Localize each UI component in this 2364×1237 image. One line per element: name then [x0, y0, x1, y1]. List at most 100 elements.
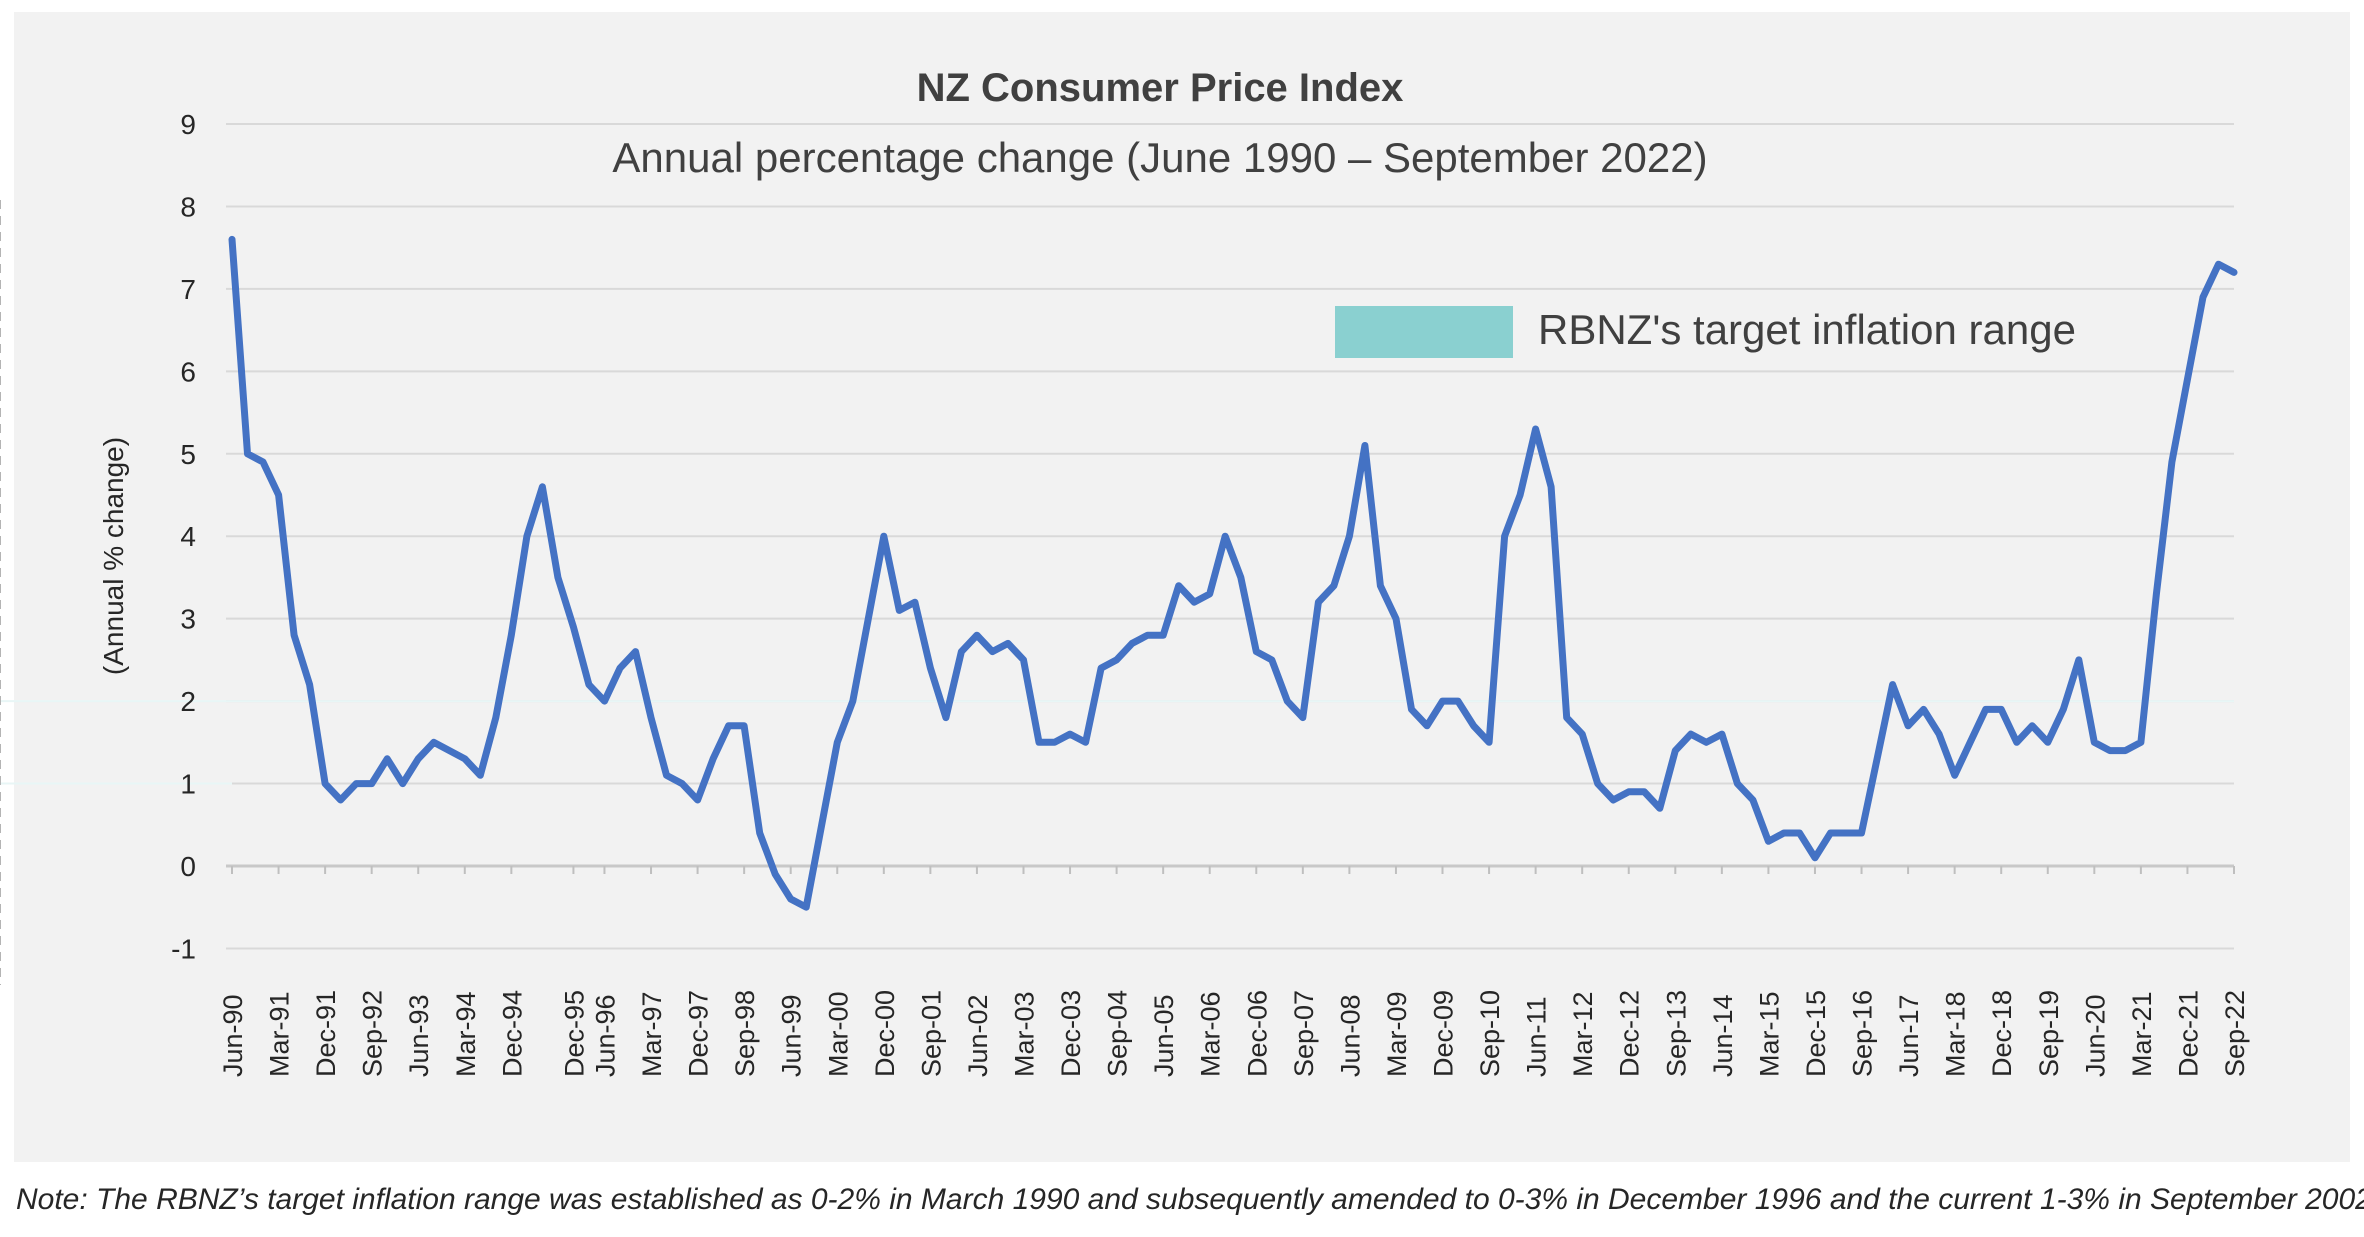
x-tick-label: Sep-07 [1289, 990, 1319, 1077]
data-point [1068, 732, 1072, 736]
x-tick-label: Sep-19 [2034, 990, 2064, 1077]
data-point [1503, 534, 1507, 538]
data-point [261, 460, 265, 464]
data-point [820, 823, 824, 827]
data-point [1720, 732, 1724, 736]
data-point [1441, 699, 1445, 703]
data-point [1875, 757, 1879, 761]
data-point [851, 699, 855, 703]
data-point [587, 683, 591, 687]
data-point [1689, 732, 1693, 736]
data-point [1549, 485, 1553, 489]
data-point [928, 666, 932, 670]
y-tick-label: 5 [180, 439, 196, 470]
data-point [1968, 740, 1972, 744]
data-point [1239, 575, 1243, 579]
data-point [1347, 534, 1351, 538]
y-tick-label: 6 [180, 356, 196, 387]
x-tick-label: Mar-21 [2127, 991, 2157, 1077]
data-point [2030, 724, 2034, 728]
data-point [1735, 782, 1739, 786]
data-point [1704, 740, 1708, 744]
data-point [292, 633, 296, 637]
y-tick-label: 2 [180, 686, 196, 717]
data-point [1099, 666, 1103, 670]
x-tick-label: Mar-06 [1196, 991, 1226, 1077]
data-point [1906, 724, 1910, 728]
x-tick-label: Jun-20 [2080, 994, 2110, 1077]
y-tick-label: 0 [180, 851, 196, 882]
x-tick-label: Sep-92 [358, 990, 388, 1077]
x-tick-label: Jun-96 [590, 994, 620, 1077]
data-point [2015, 740, 2019, 744]
x-tick-label: Mar-03 [1009, 991, 1039, 1077]
x-tick-label: Jun-14 [1708, 994, 1738, 1077]
x-tick-label: Jun-05 [1149, 994, 1179, 1077]
axes: -1 0 1 2 3 4 5 6 7 8 9 Jun-90 Mar-91 Dec-91 Sep-92 Jun-… [171, 109, 2250, 1077]
data-point [1084, 740, 1088, 744]
gridlines [226, 123, 2234, 950]
x-tick-label: Dec-97 [684, 990, 714, 1077]
data-point [1611, 798, 1615, 802]
data-point [1472, 724, 1476, 728]
data-point [556, 575, 560, 579]
data-point [727, 724, 731, 728]
y-tick-label: 4 [180, 521, 196, 552]
data-point [1984, 707, 1988, 711]
data-point [959, 650, 963, 654]
data-point [2139, 740, 2143, 744]
data-point [1223, 534, 1227, 538]
data-point [696, 798, 700, 802]
x-tick-label: Dec-06 [1242, 990, 1272, 1077]
data-point [1782, 831, 1786, 835]
x-tick-label: Mar-18 [1941, 991, 1971, 1077]
data-point [1844, 831, 1848, 835]
x-tick-label: Dec-94 [497, 990, 527, 1077]
x-tick-label: Jun-17 [1894, 994, 1924, 1077]
data-point [1627, 790, 1631, 794]
data-point [1115, 658, 1119, 662]
data-point [882, 534, 886, 538]
y-tick-label: 9 [180, 109, 196, 140]
data-point [1409, 707, 1413, 711]
data-point [478, 773, 482, 777]
data-point [1130, 641, 1134, 645]
data-point [2170, 460, 2174, 464]
data-point [1363, 444, 1367, 448]
x-tick-label: Mar-09 [1382, 991, 1412, 1077]
data-point [2077, 658, 2081, 662]
data-point [711, 757, 715, 761]
x-tick-label: Dec-00 [870, 990, 900, 1077]
x-tick-label: Sep-01 [916, 990, 946, 1077]
data-point [1766, 839, 1770, 843]
data-point [1394, 617, 1398, 621]
data-point [866, 617, 870, 621]
data-point [525, 534, 529, 538]
data-point [773, 872, 777, 876]
data-point [494, 716, 498, 720]
x-tick-label: Jun-90 [218, 994, 248, 1077]
cpi-chart: -1 0 1 2 3 4 5 6 7 8 9 Jun-90 Mar-91 Dec-91 Sep-92 Jun-… [0, 66, 2250, 1077]
chart-subtitle: Annual percentage change (June 1990 – Se… [612, 134, 1707, 181]
y-tick-label: 8 [180, 191, 196, 222]
data-point [1999, 707, 2003, 711]
data-point [2108, 749, 2112, 753]
data-point [1177, 584, 1181, 588]
data-point [1953, 773, 1957, 777]
data-point [990, 650, 994, 654]
x-tick-label: Mar-12 [1568, 991, 1598, 1077]
data-point [1146, 633, 1150, 637]
x-tick-label: Mar-15 [1754, 991, 1784, 1077]
data-point [401, 782, 405, 786]
data-point [789, 897, 793, 901]
footnote: Note: The RBNZ’s target inflation range … [16, 1183, 2364, 1216]
data-point [665, 773, 669, 777]
data-point [509, 633, 513, 637]
data-point [1642, 790, 1646, 794]
x-tick-label: Mar-94 [451, 991, 481, 1077]
legend: RBNZ's target inflation range [1335, 306, 2076, 358]
data-point [1534, 427, 1538, 431]
data-point [1813, 856, 1817, 860]
data-point [1828, 831, 1832, 835]
data-point [277, 493, 281, 497]
